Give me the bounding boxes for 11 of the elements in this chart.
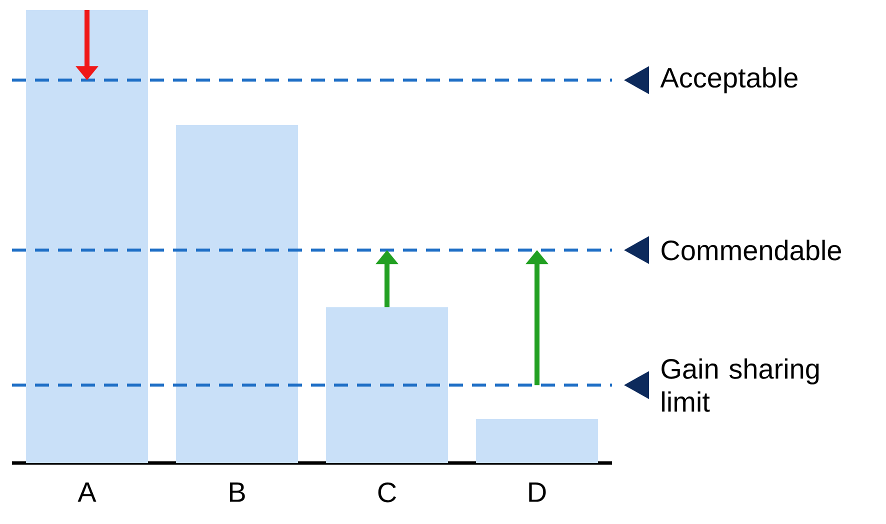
bar — [176, 125, 298, 463]
ref-line-label: Acceptable — [660, 67, 798, 94]
x-tick-label: A — [78, 482, 96, 502]
bar — [326, 307, 448, 463]
x-tick-label: C — [378, 482, 396, 502]
x-tick-label: D — [529, 482, 546, 502]
ref-line-label: Commendable — [662, 240, 842, 260]
x-tick-label: B — [230, 482, 245, 502]
bar — [26, 10, 148, 463]
bar — [476, 419, 598, 463]
ref-line-label: Gain sharing limit — [662, 358, 819, 412]
